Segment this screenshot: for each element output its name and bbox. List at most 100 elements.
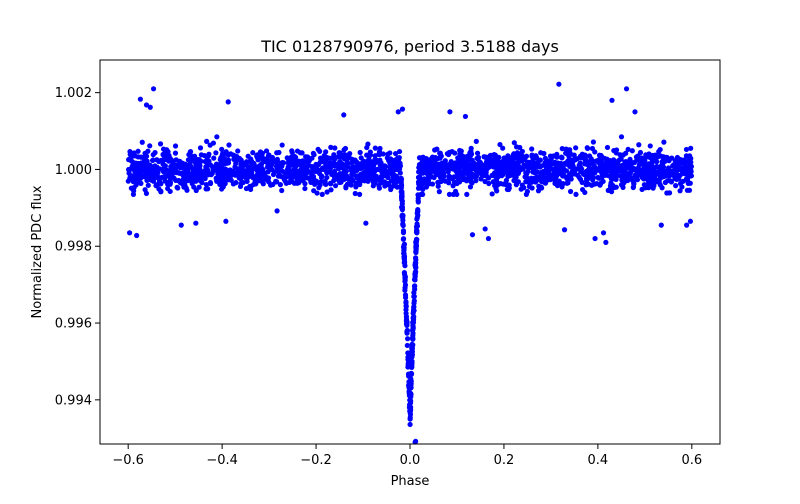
data-point <box>311 152 317 158</box>
data-point <box>608 172 615 178</box>
data-point <box>546 167 552 173</box>
data-point <box>672 164 678 171</box>
data-point <box>559 184 565 190</box>
x-tick-label: −0.2 <box>300 453 332 468</box>
data-point <box>351 164 358 170</box>
data-point <box>505 182 511 188</box>
data-point <box>415 185 422 191</box>
data-point <box>279 187 285 194</box>
data-point <box>547 162 553 168</box>
data-point <box>402 274 408 280</box>
data-point <box>161 166 167 172</box>
data-point <box>604 158 611 164</box>
data-point <box>214 177 220 183</box>
data-point <box>328 144 334 150</box>
data-point <box>492 156 498 162</box>
data-point <box>468 163 474 169</box>
data-point <box>250 150 256 156</box>
data-point <box>549 172 555 178</box>
data-point <box>172 150 179 156</box>
data-point <box>364 152 370 158</box>
data-point <box>423 184 430 190</box>
data-point <box>535 188 542 194</box>
data-point <box>613 176 619 182</box>
data-point <box>416 169 422 175</box>
data-point <box>503 177 510 183</box>
data-point <box>182 161 189 167</box>
data-point <box>518 154 524 160</box>
data-point <box>275 159 281 166</box>
data-point <box>475 154 482 161</box>
data-point <box>446 191 453 197</box>
data-point <box>343 185 349 191</box>
y-tick-label: 0.996 <box>55 317 92 332</box>
data-point <box>476 158 482 165</box>
data-point <box>473 138 479 144</box>
data-point <box>638 157 645 163</box>
data-point <box>219 146 225 152</box>
data-point <box>467 168 473 174</box>
x-tick-label: 0.4 <box>588 453 609 468</box>
data-point <box>275 173 282 179</box>
data-point <box>464 191 470 197</box>
data-point <box>253 178 259 184</box>
data-point <box>150 157 156 163</box>
data-point <box>367 149 373 155</box>
data-point <box>419 155 426 161</box>
data-point <box>584 145 590 151</box>
data-point <box>582 161 588 167</box>
data-point <box>274 179 280 185</box>
data-point <box>456 165 462 171</box>
data-point <box>445 169 451 175</box>
data-point <box>632 109 638 115</box>
data-point <box>410 315 416 322</box>
data-point <box>297 150 303 156</box>
data-point <box>632 172 638 178</box>
data-point <box>604 144 611 151</box>
data-point <box>524 188 531 195</box>
data-point <box>169 162 176 168</box>
data-point <box>360 175 366 182</box>
data-point <box>400 221 406 227</box>
data-point <box>216 167 222 173</box>
data-point <box>314 166 320 172</box>
data-point <box>319 191 325 197</box>
data-point <box>505 153 511 159</box>
data-point <box>565 180 571 186</box>
data-point <box>591 181 597 187</box>
data-point <box>341 147 347 153</box>
data-point <box>674 171 680 177</box>
data-point <box>504 186 510 192</box>
data-point <box>472 173 478 179</box>
data-point <box>429 181 436 187</box>
data-point <box>645 177 651 184</box>
data-point <box>172 143 179 149</box>
data-point <box>368 166 374 173</box>
data-point <box>245 153 251 159</box>
data-point <box>407 416 413 422</box>
data-point <box>236 175 242 181</box>
data-point <box>309 169 315 175</box>
data-point <box>636 142 642 148</box>
data-point <box>407 409 413 416</box>
data-point <box>257 149 264 155</box>
data-point <box>420 186 426 192</box>
data-point <box>631 159 638 166</box>
data-point <box>570 157 577 163</box>
data-point <box>188 153 194 159</box>
data-point <box>434 146 440 152</box>
data-point <box>385 174 391 181</box>
data-point <box>603 239 609 245</box>
data-point <box>403 300 409 306</box>
data-point <box>401 247 407 254</box>
data-point <box>686 168 692 174</box>
data-point <box>249 173 255 179</box>
data-point <box>523 179 529 185</box>
data-point <box>559 146 565 152</box>
data-point <box>311 188 317 194</box>
data-point <box>592 149 598 155</box>
data-point <box>532 177 538 183</box>
data-point <box>244 172 250 178</box>
data-point <box>304 157 310 163</box>
data-point <box>410 332 416 339</box>
